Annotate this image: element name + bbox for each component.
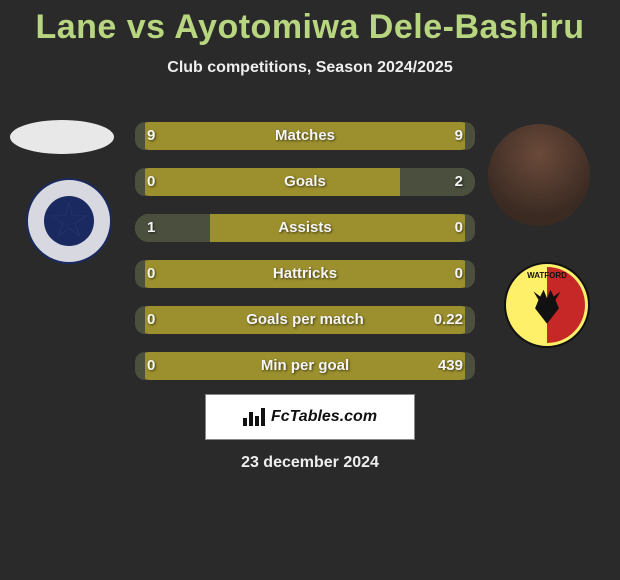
stat-row: 0439Min per goal [135, 352, 475, 380]
watford-icon: WATFORD [509, 267, 585, 343]
player-right-avatar [488, 124, 590, 226]
stat-label: Goals [135, 168, 475, 196]
stat-label: Assists [135, 214, 475, 242]
stat-label: Hattricks [135, 260, 475, 288]
brand-badge: FcTables.com [205, 394, 415, 440]
bars-icon [243, 408, 265, 426]
page-subtitle: Club competitions, Season 2024/2025 [0, 59, 620, 77]
brand-text: FcTables.com [271, 408, 377, 426]
stat-label: Goals per match [135, 306, 475, 334]
stat-row: 10Assists [135, 214, 475, 242]
stat-row: 00Hattricks [135, 260, 475, 288]
stat-row: 02Goals [135, 168, 475, 196]
player-left-avatar-placeholder [10, 120, 114, 154]
stat-row: 00.22Goals per match [135, 306, 475, 334]
star-icon [44, 196, 94, 246]
stat-label: Matches [135, 122, 475, 150]
page-title: Lane vs Ayotomiwa Dele-Bashiru [0, 0, 620, 47]
stat-row: 99Matches [135, 122, 475, 150]
club-right-badge: WATFORD [504, 262, 590, 348]
stats-panel: 99Matches 02Goals 10Assists 00Hattricks 00.2… [135, 122, 475, 398]
footer-date: 23 december 2024 [0, 454, 620, 472]
stat-label: Min per goal [135, 352, 475, 380]
club-left-badge [26, 178, 112, 264]
